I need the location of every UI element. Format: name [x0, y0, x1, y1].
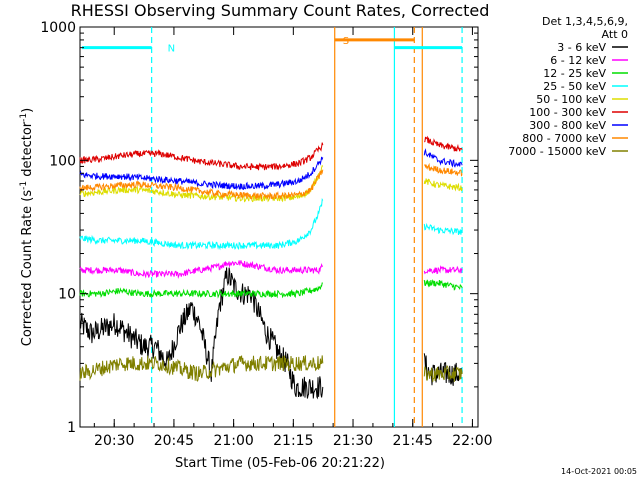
y-tick-label-1: 10	[58, 287, 76, 303]
legend-label-0: 3 - 6 keV	[557, 41, 606, 54]
flag-label-1: N	[168, 44, 175, 55]
series-line-after-7	[424, 162, 463, 177]
series-line-after-1	[423, 264, 463, 275]
axis-ticks: 20:30 20:45 21:00 21:15 21:30 21:45 22:00 1 10 10…	[40, 20, 492, 449]
x-tick-label-2: 21:00	[213, 433, 253, 449]
timestamp: 14-Oct-2021 00:05	[561, 467, 637, 476]
y-tick-label-0: 1	[67, 420, 76, 436]
series-line-after-4	[423, 178, 463, 192]
y-axis-label: Corrected Count Rate (s-1 detector-1)	[19, 108, 35, 346]
y-tick-label-3: 1000	[40, 20, 76, 36]
y-axis-label-main: Corrected Count Rate (s	[20, 190, 35, 347]
series-line-7	[79, 169, 324, 201]
series-line-after-2	[423, 279, 463, 291]
plot-border	[79, 26, 479, 428]
y-axis-label-end: )	[20, 108, 35, 113]
legend-label-8: 7000 - 15000 keV	[508, 145, 606, 158]
legend-header-line1: Det 1,3,4,5,6,9,	[542, 15, 628, 28]
y-axis-label-mid: detector	[20, 121, 35, 181]
x-tick-label-6: 22:00	[452, 433, 492, 449]
series-line-after-3	[423, 222, 463, 236]
chart-title: RHESSI Observing Summary Count Rates, Co…	[71, 1, 490, 20]
series-layer: NS	[79, 27, 463, 427]
legend-label-7: 800 - 7000 keV	[522, 132, 606, 145]
series-line-0	[79, 267, 324, 400]
y-axis-label-sup1: -1	[19, 181, 29, 190]
legend-label-5: 100 - 300 keV	[529, 106, 606, 119]
legend-header-line2: Att 0	[602, 28, 628, 41]
x-axis-label: Start Time (05-Feb-06 20:21:22)	[175, 456, 385, 471]
legend-label-1: 6 - 12 keV	[550, 54, 606, 67]
y-axis-label-sup2: -1	[19, 113, 29, 122]
series-line-8	[79, 355, 324, 382]
flag-label-2: S	[343, 36, 349, 47]
series-line-3	[79, 197, 324, 251]
series-line-after-5	[424, 135, 463, 152]
series-line-5	[79, 142, 324, 171]
series-line-1	[79, 260, 324, 279]
plot-frame	[79, 26, 479, 428]
x-tick-label-5: 21:45	[393, 433, 433, 449]
series-line-2	[79, 282, 323, 299]
x-tick-label-0: 20:30	[94, 433, 134, 449]
legend-label-2: 12 - 25 keV	[543, 67, 606, 80]
x-tick-label-3: 21:15	[273, 433, 313, 449]
x-tick-label-4: 21:30	[333, 433, 373, 449]
y-tick-label-2: 100	[49, 153, 76, 169]
series-line-4	[79, 164, 324, 203]
series-line-after-8	[423, 364, 463, 382]
x-tick-label-1: 20:45	[154, 433, 194, 449]
series-line-after-6	[423, 148, 463, 168]
legend-label-6: 300 - 800 keV	[529, 119, 606, 132]
legend-label-4: 50 - 100 keV	[536, 93, 606, 106]
series-line-6	[79, 156, 324, 191]
legend-label-3: 25 - 50 keV	[543, 80, 606, 93]
